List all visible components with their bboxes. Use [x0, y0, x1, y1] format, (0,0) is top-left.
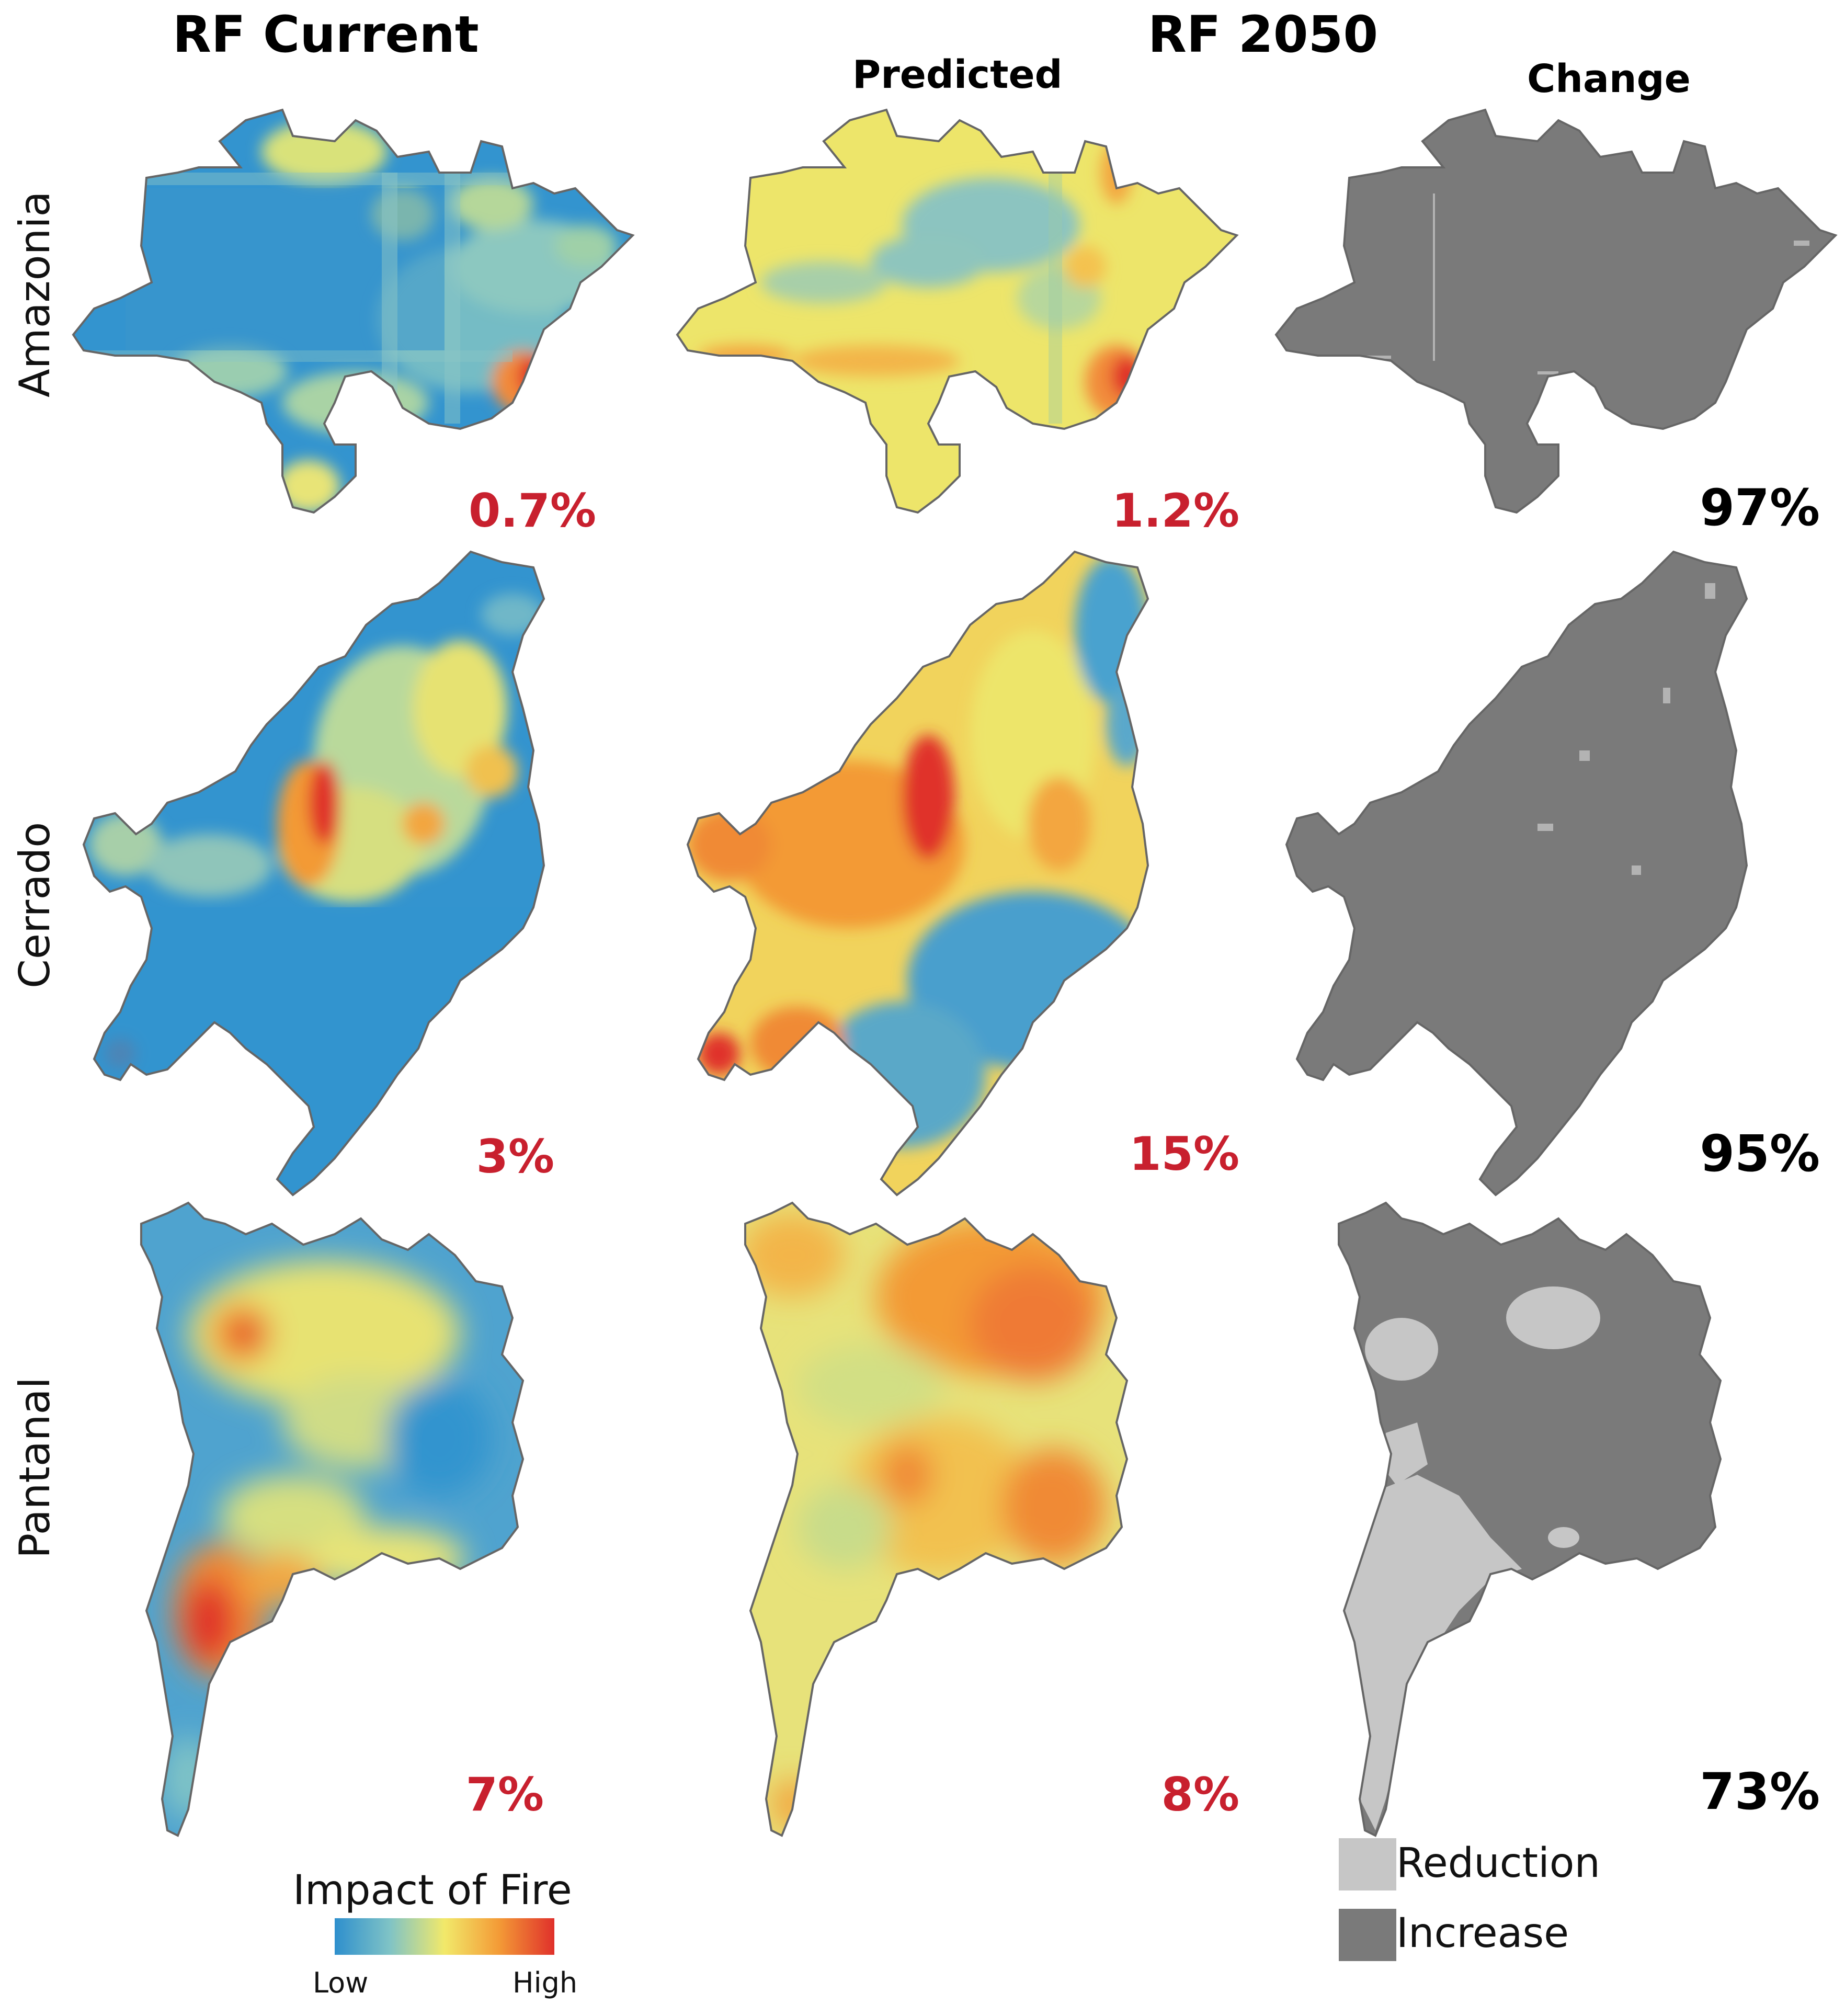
colorbar-high-label: High — [512, 1966, 578, 1999]
pct-cerrado-predicted: 15% — [1129, 1127, 1239, 1181]
header-rf-current: RF Current — [173, 5, 479, 64]
pct-pantanal-predicted: 8% — [1161, 1768, 1239, 1821]
map-cerrado-change — [1285, 551, 1748, 1196]
row-label-pantanal: Pantanal — [10, 1377, 59, 1558]
legend-reduction-label: Reduction — [1396, 1840, 1600, 1887]
map-pantanal-current — [140, 1202, 524, 1837]
pct-pantanal-change: 73% — [1700, 1762, 1820, 1821]
map-pantanal-predicted — [744, 1202, 1128, 1837]
pct-pantanal-current: 7% — [465, 1768, 544, 1821]
map-amazonia-predicted — [676, 109, 1238, 514]
header-predicted: Predicted — [852, 52, 1063, 97]
map-cerrado-current — [83, 551, 545, 1196]
map-cerrado-predicted — [687, 551, 1149, 1196]
pct-cerrado-change: 95% — [1700, 1124, 1820, 1183]
pct-cerrado-current: 3% — [476, 1130, 554, 1183]
pct-amazonia-current: 0.7% — [468, 484, 596, 538]
legend-increase-swatch — [1339, 1909, 1396, 1961]
colorbar-title: Impact of Fire — [293, 1867, 572, 1914]
header-change: Change — [1527, 56, 1691, 101]
row-label-cerrado: Cerrado — [10, 822, 59, 988]
map-pantanal-change — [1338, 1202, 1722, 1837]
row-label-amazonia: Amazonia — [10, 191, 59, 397]
legend-increase-label: Increase — [1396, 1910, 1569, 1957]
colorbar — [335, 1918, 554, 1955]
colorbar-low-label: Low — [313, 1966, 369, 1999]
map-amazonia-current — [72, 109, 634, 514]
legend-reduction-swatch — [1339, 1838, 1396, 1890]
pct-amazonia-predicted: 1.2% — [1111, 484, 1239, 538]
header-rf-2050: RF 2050 — [1148, 5, 1379, 64]
pct-amazonia-change: 97% — [1700, 479, 1820, 537]
map-amazonia-change — [1275, 109, 1837, 514]
